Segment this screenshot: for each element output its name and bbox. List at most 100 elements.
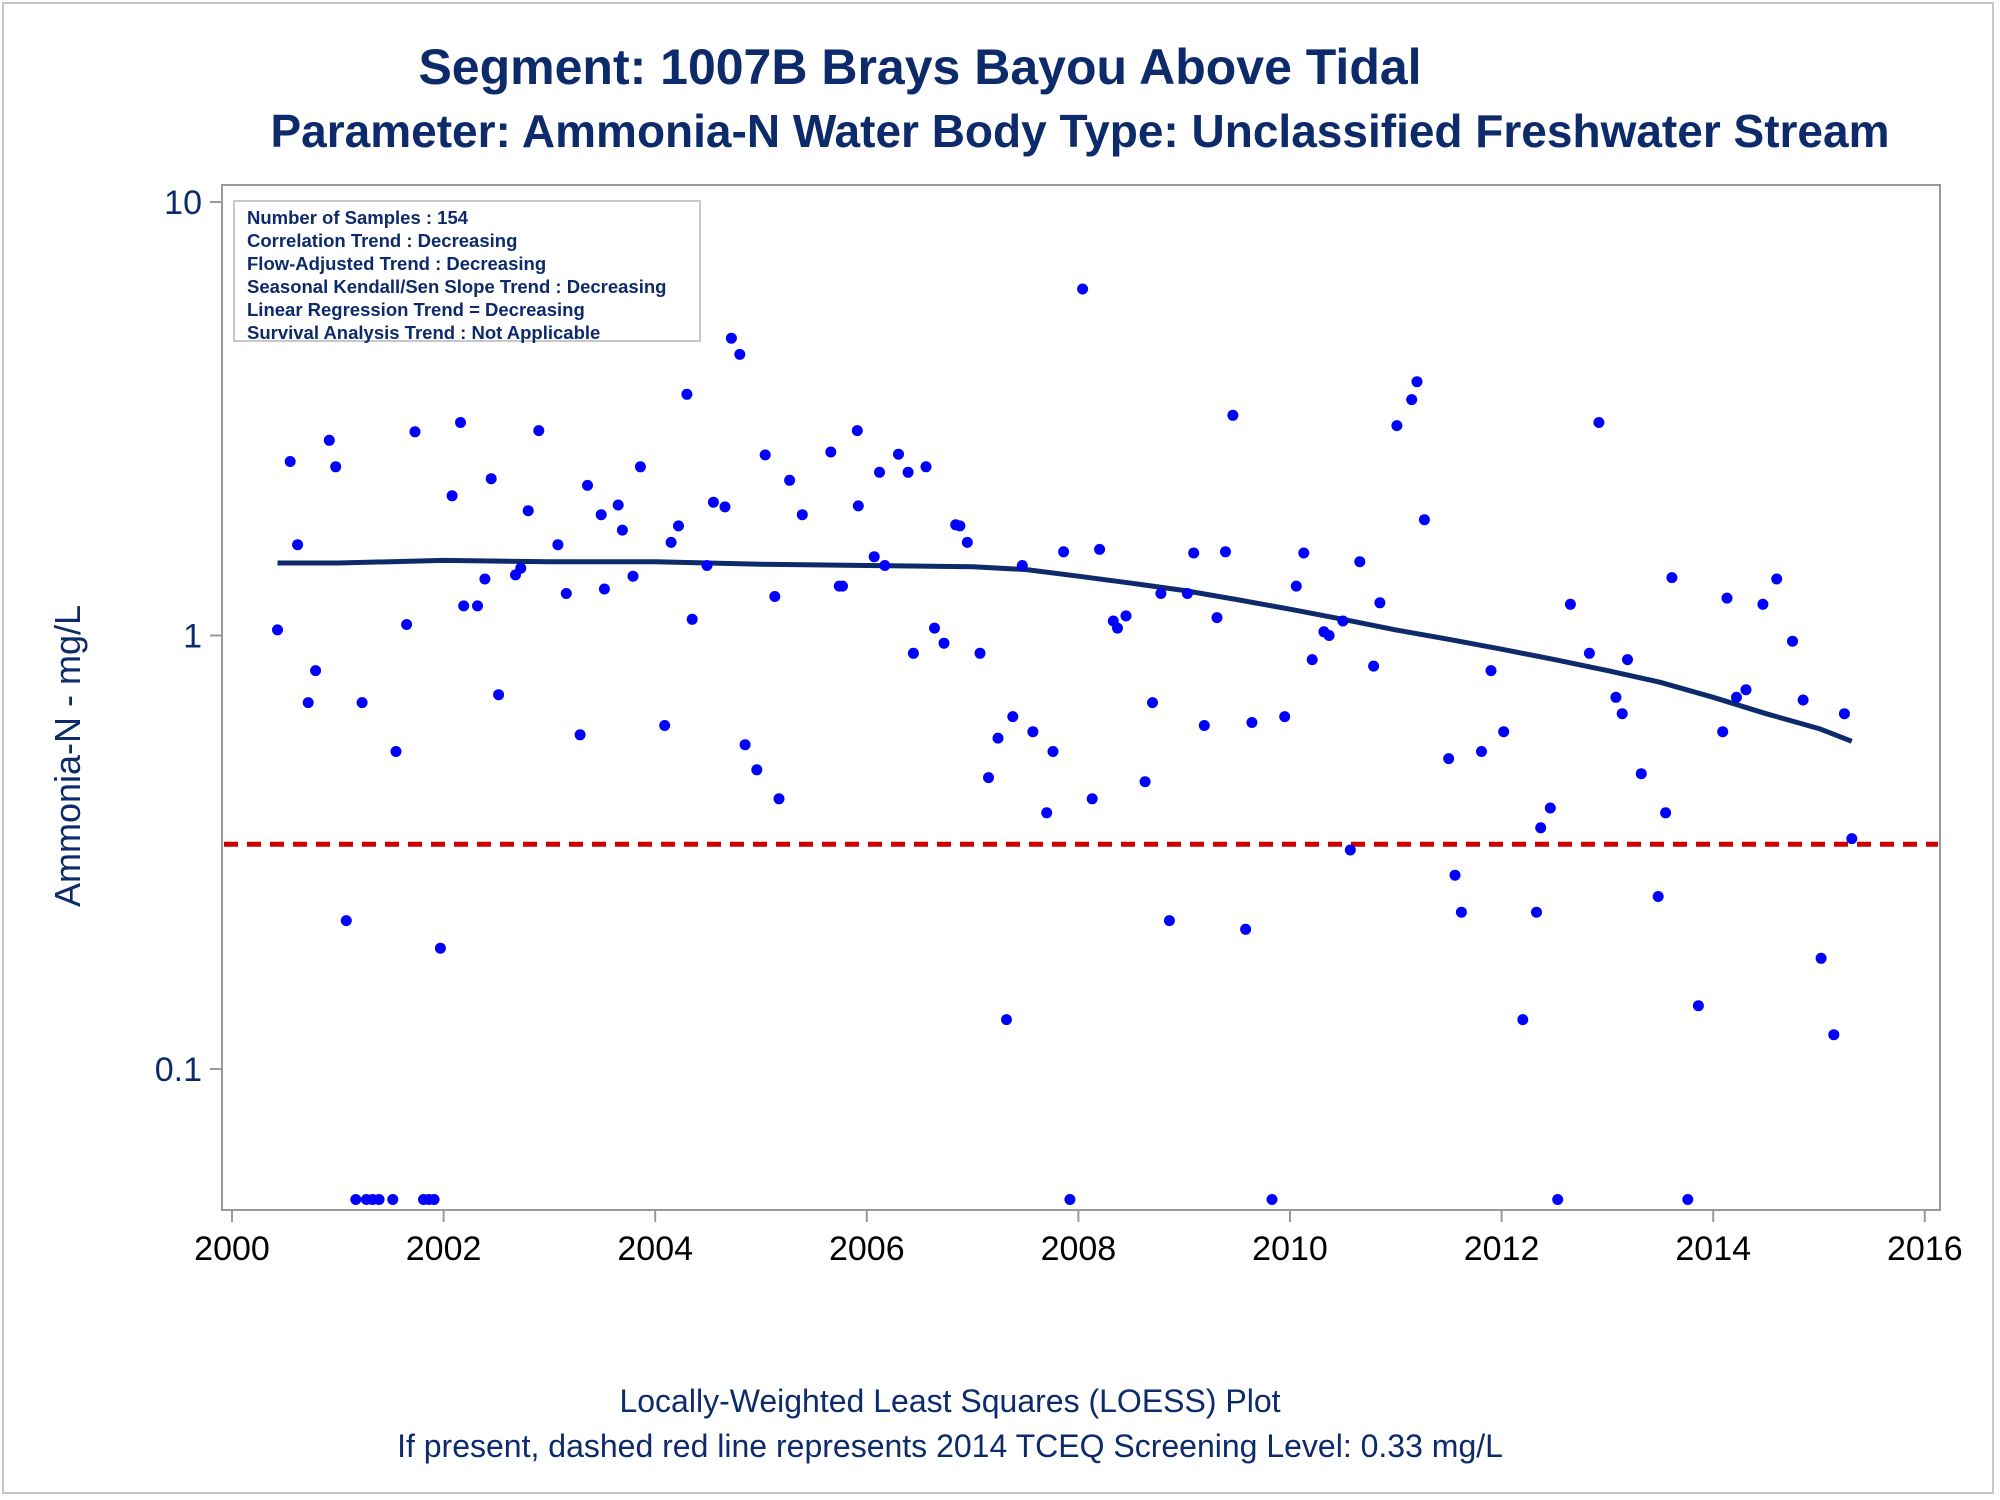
data-point [686, 613, 698, 625]
data-point [1692, 1000, 1704, 1012]
data-point [634, 461, 646, 473]
data-point [560, 588, 572, 599]
data-point [769, 591, 781, 602]
data-point [1544, 802, 1556, 814]
y-tick-label: 1 [183, 618, 202, 656]
data-point [1721, 592, 1733, 604]
data-point [1682, 1194, 1694, 1205]
data-point [784, 474, 796, 486]
data-point [533, 425, 545, 437]
data-point [1815, 952, 1827, 964]
data-point [665, 536, 677, 548]
data-point [1666, 572, 1678, 584]
data-point [1391, 420, 1403, 432]
data-point [1147, 697, 1158, 709]
data-point [929, 622, 940, 634]
trend-stats-box: Number of Samples : 154 Correlation Tren… [233, 200, 701, 343]
data-point [612, 499, 624, 511]
data-point [595, 509, 607, 521]
data-point [446, 490, 458, 502]
data-point [1455, 906, 1467, 918]
y-axis-label: Ammonia-N - mg/L [47, 605, 88, 907]
data-point [1240, 923, 1252, 935]
footnote-loess: Locally-Weighted Least Squares (LOESS) P… [619, 1383, 1281, 1419]
data-point [1211, 612, 1223, 624]
data-point [292, 539, 304, 551]
data-point [616, 524, 628, 536]
data-point [458, 600, 470, 612]
data-point [582, 479, 593, 491]
chart-subtitle: Parameter: Ammonia-N Water Body Type: Un… [270, 105, 1890, 157]
data-point [1064, 1194, 1076, 1205]
data-point [725, 332, 737, 344]
data-point [1485, 665, 1497, 677]
data-point [1246, 717, 1258, 728]
data-point [1155, 588, 1167, 599]
x-tick-label: 2016 [1887, 1230, 1963, 1268]
data-point [1374, 597, 1386, 609]
data-point [773, 793, 785, 805]
data-point [1298, 547, 1310, 559]
data-point [1198, 720, 1210, 731]
data-point [485, 473, 497, 485]
data-point [659, 720, 671, 731]
data-point [552, 539, 564, 551]
stat-number-of-samples: Number of Samples : 154 [247, 207, 469, 228]
data-point [1531, 906, 1542, 918]
data-point [852, 500, 864, 512]
data-point [751, 764, 763, 776]
data-point [796, 509, 808, 521]
data-point [1323, 630, 1335, 641]
data-point [627, 570, 639, 582]
data-point [493, 689, 505, 701]
data-point [1337, 615, 1349, 627]
data-point [868, 551, 880, 563]
data-point [954, 520, 966, 532]
data-point [1498, 726, 1510, 738]
data-point [879, 560, 891, 571]
data-point [1411, 376, 1423, 388]
data-point [330, 461, 342, 473]
data-point [574, 729, 586, 741]
y-tick-label: 10 [164, 184, 202, 222]
data-point [1306, 654, 1318, 666]
data-point [907, 647, 919, 659]
data-point [707, 496, 719, 508]
data-point [1007, 711, 1019, 723]
data-point [479, 573, 491, 585]
data-point [1041, 807, 1053, 819]
data-point [387, 1194, 399, 1205]
data-point [1717, 726, 1729, 738]
x-tick-label: 2006 [829, 1230, 905, 1268]
data-point [961, 536, 973, 548]
data-point [1181, 588, 1193, 599]
data-point [1771, 573, 1783, 585]
data-point [1797, 694, 1809, 706]
data-point [1120, 610, 1132, 622]
data-point [1517, 1014, 1529, 1026]
data-point [893, 448, 904, 460]
stat-seasonal-kendall-trend: Seasonal Kendall/Sen Slope Trend : Decre… [247, 276, 667, 297]
data-point [1616, 708, 1628, 720]
data-point [1622, 654, 1633, 666]
data-point [1828, 1029, 1840, 1041]
y-tick-label: 0.1 [155, 1051, 202, 1089]
data-point [1660, 807, 1672, 819]
plot-area [221, 184, 1941, 1211]
data-point [1027, 726, 1039, 738]
stat-linear-regression-trend: Linear Regression Trend = Decreasing [247, 299, 585, 320]
data-point [350, 1194, 362, 1205]
data-point [1016, 560, 1028, 571]
data-point [1593, 417, 1605, 428]
data-point [1418, 514, 1430, 526]
data-point [1266, 1194, 1278, 1205]
data-point [719, 501, 731, 513]
data-point [356, 697, 368, 709]
data-point [701, 560, 713, 571]
data-point [409, 426, 421, 438]
data-point [284, 456, 296, 467]
data-point [1112, 622, 1123, 634]
data-point [1583, 647, 1595, 659]
footnote-screening-level: If present, dashed red line represents 2… [397, 1428, 1503, 1464]
